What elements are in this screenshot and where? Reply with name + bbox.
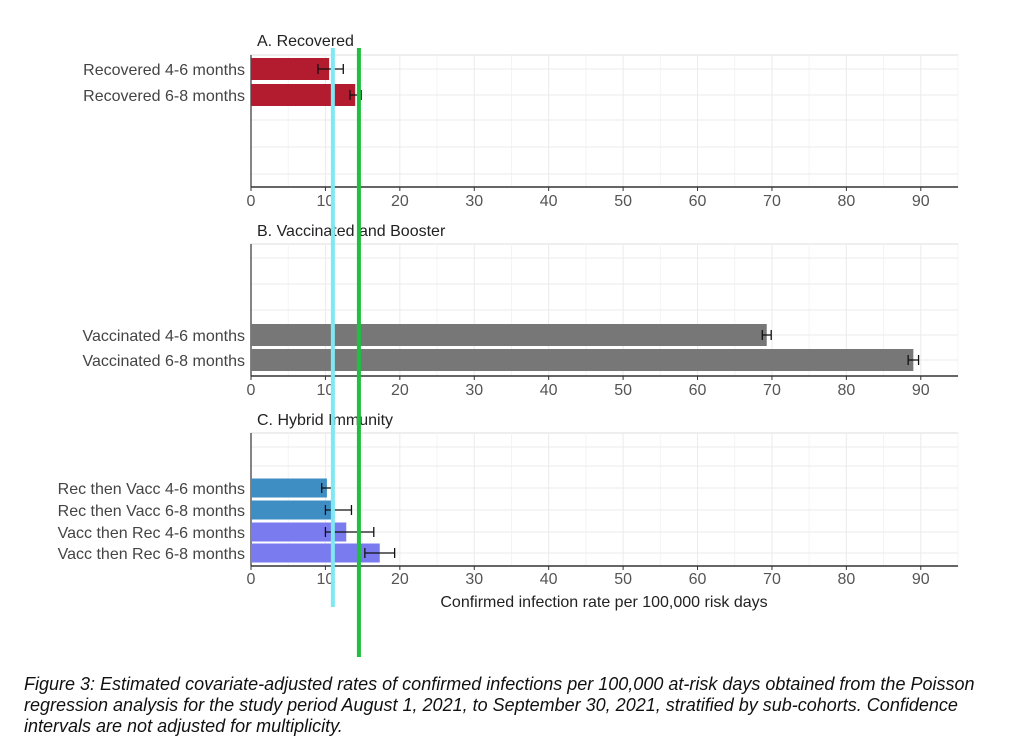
x-tick-label: 40 [540, 382, 558, 399]
x-tick-label: 80 [837, 382, 855, 399]
x-tick-label: 50 [614, 382, 632, 399]
panel-recovered: A. Recovered Recovered 4-6 months Recovere… [83, 33, 959, 210]
category-label: Rec then Vacc 6-8 months [58, 503, 245, 520]
x-tick-label: 60 [689, 571, 707, 588]
x-tick-label: 20 [391, 382, 409, 399]
bar-vaccinated-1 [251, 324, 767, 346]
gridlines [250, 433, 959, 566]
x-tick-label: 70 [763, 571, 781, 588]
x-tick-label: 70 [763, 193, 781, 210]
x-tick-label: 70 [763, 382, 781, 399]
x-tick-label: 40 [540, 193, 558, 210]
figure-3-chart: A. Recovered Recovered 4-6 months Recovere… [58, 33, 959, 657]
category-label: Vacc then Rec 4-6 months [58, 525, 245, 542]
figure-caption: Figure 3: Estimated covariate-adjusted r… [24, 674, 975, 736]
x-tick-label: 90 [912, 382, 930, 399]
category-label: Recovered 6-8 months [83, 88, 245, 105]
category-label: Vaccinated 4-6 months [83, 328, 245, 345]
x-tick-label: 0 [247, 193, 256, 210]
bar-hybrid-3 [251, 522, 347, 542]
bar-hybrid-4 [251, 543, 380, 563]
x-tick-label: 10 [317, 571, 335, 588]
x-tick-label: 20 [391, 193, 409, 210]
panel-background [250, 54, 959, 188]
category-label: Rec then Vacc 4-6 months [58, 481, 245, 498]
category-label: Vaccinated 6-8 months [83, 353, 245, 370]
x-tick-label: 80 [837, 193, 855, 210]
x-tick-label: 30 [465, 382, 483, 399]
x-tick-label: 90 [912, 193, 930, 210]
x-tick-label: 50 [614, 571, 632, 588]
bar-hybrid-1 [251, 478, 327, 498]
x-tick-label: 90 [912, 571, 930, 588]
x-tick-label: 30 [465, 571, 483, 588]
panel-hybrid: C. Hybrid Immunity Rec then Vacc 4-6 mont… [58, 412, 959, 588]
panel-title: A. Recovered [257, 33, 354, 50]
x-tick-label: 80 [837, 571, 855, 588]
x-tick-label: 10 [317, 382, 335, 399]
panel-title: C. Hybrid Immunity [257, 412, 393, 429]
x-axis-label: Confirmed infection rate per 100,000 ris… [440, 594, 767, 611]
x-tick-label: 0 [247, 571, 256, 588]
x-tick-label: 50 [614, 193, 632, 210]
panel-vaccinated: B. Vaccinated and Booster Vaccinated 4-6 … [83, 223, 959, 399]
x-tick-label: 30 [465, 193, 483, 210]
category-label: Recovered 4-6 months [83, 62, 245, 79]
category-label: Vacc then Rec 6-8 months [58, 546, 245, 563]
x-tick-label: 40 [540, 571, 558, 588]
x-tick-label: 60 [689, 193, 707, 210]
bar-hybrid-2 [251, 500, 333, 520]
x-tick-label: 0 [247, 382, 256, 399]
bar-vaccinated-2 [251, 349, 914, 371]
bar-recovered-2 [251, 84, 356, 106]
x-tick-label: 10 [317, 193, 335, 210]
panel-title: B. Vaccinated and Booster [257, 223, 446, 240]
x-tick-label: 60 [689, 382, 707, 399]
x-tick-label: 20 [391, 571, 409, 588]
bar-recovered-1 [251, 58, 330, 80]
